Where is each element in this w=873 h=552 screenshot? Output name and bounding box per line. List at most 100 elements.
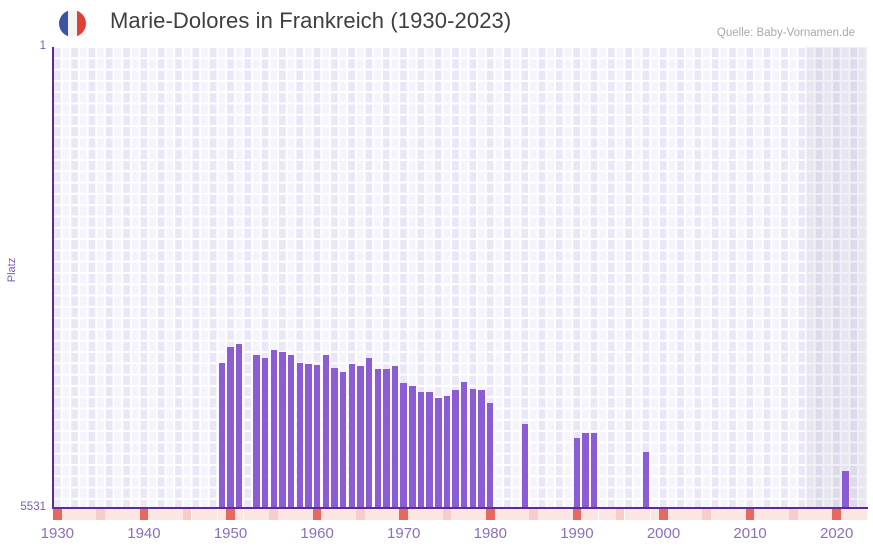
bar-1975[interactable] — [443, 396, 451, 508]
bar-1977[interactable] — [461, 382, 468, 508]
bar-1968[interactable] — [383, 369, 390, 508]
bar-1984[interactable] — [521, 424, 529, 508]
bar-1972[interactable] — [417, 392, 425, 508]
x-axis-tick-1976 — [451, 509, 460, 520]
x-axis-tick-1993 — [598, 509, 608, 520]
x-axis-tick-1986 — [537, 509, 547, 520]
x-axis-tick-1974 — [434, 509, 443, 520]
bar-1960[interactable] — [313, 365, 321, 508]
x-axis-tick-2017 — [806, 509, 815, 520]
x-axis-tick-1947 — [200, 509, 209, 520]
x-axis-label-1950: 1950 — [213, 525, 248, 542]
chart-header: Marie-Dolores in Frankreich (1930-2023) … — [0, 0, 873, 47]
x-axis-tick-1972 — [416, 509, 426, 520]
x-axis-tick-1973 — [425, 509, 434, 520]
x-axis-tick-2006 — [711, 509, 720, 520]
x-axis-tick-1970 — [399, 509, 408, 520]
x-axis-tick-1937 — [113, 509, 123, 520]
x-axis-tick-1936 — [104, 509, 114, 520]
x-axis-tick-1930 — [53, 509, 62, 520]
bar-1956[interactable] — [279, 352, 286, 508]
x-axis-tick-1933 — [78, 509, 88, 520]
x-axis-tick-2007 — [719, 509, 729, 520]
bar-1959[interactable] — [305, 364, 312, 508]
x-axis-label-1970: 1970 — [387, 525, 421, 542]
x-axis-tick-1945 — [182, 509, 192, 520]
x-axis-tick-1984 — [520, 509, 530, 520]
y-axis-tick-bottom: 5531 — [20, 501, 46, 513]
x-axis-tick-1953 — [252, 509, 261, 520]
x-axis-tick-1982 — [503, 509, 512, 520]
x-axis-tick-1995 — [615, 509, 625, 520]
x-axis-tick-2011 — [754, 509, 764, 520]
x-axis-tick-1941 — [148, 509, 157, 520]
bar-1954[interactable] — [261, 358, 269, 508]
bar-1969[interactable] — [391, 366, 399, 508]
x-axis-tick-1957 — [286, 509, 296, 520]
bar-1953[interactable] — [253, 355, 260, 508]
bar-1964[interactable] — [348, 364, 355, 508]
bar-series — [53, 47, 867, 508]
x-axis-tick-2003 — [685, 509, 694, 520]
x-axis-tick-1991 — [581, 509, 590, 520]
x-axis-tick-2008 — [728, 509, 738, 520]
x-axis-tick-1979 — [477, 509, 486, 520]
bar-1991[interactable] — [582, 433, 589, 508]
grid-lines — [53, 47, 867, 508]
bar-1966[interactable] — [365, 358, 373, 508]
bar-1970[interactable] — [400, 383, 407, 508]
x-axis-tick-1960 — [312, 509, 322, 520]
bar-1967[interactable] — [374, 369, 381, 508]
x-axis-tick-1951 — [234, 509, 244, 520]
x-axis-tick-1961 — [321, 509, 331, 520]
x-axis-tick-1983 — [511, 509, 521, 520]
bar-1965[interactable] — [357, 366, 364, 508]
x-axis-tick-2001 — [667, 509, 677, 520]
x-axis-tick-2018 — [815, 509, 824, 520]
x-axis-tick-1997 — [633, 509, 642, 520]
x-axis-label-1990: 1990 — [560, 525, 594, 542]
x-axis-tick-2014 — [780, 509, 789, 520]
bar-1950[interactable] — [227, 347, 234, 508]
x-axis-tick-1980 — [485, 509, 495, 520]
bar-2021[interactable] — [842, 471, 849, 508]
bar-1978[interactable] — [469, 389, 477, 508]
bar-1980[interactable] — [487, 403, 494, 508]
bar-1979[interactable] — [478, 390, 485, 508]
bar-1951[interactable] — [235, 344, 243, 508]
x-axis-tick-1988 — [555, 509, 564, 520]
bar-1955[interactable] — [270, 350, 277, 508]
x-axis-tick-1949 — [217, 509, 227, 520]
bar-1957[interactable] — [287, 355, 295, 508]
x-axis-label-2000: 2000 — [646, 525, 681, 542]
x-axis-tick-1948 — [208, 509, 218, 520]
x-axis-line — [52, 507, 868, 509]
bar-1976[interactable] — [452, 390, 459, 508]
x-axis-tick-2021 — [841, 509, 850, 520]
bar-1949[interactable] — [218, 363, 226, 508]
x-axis-tick-2000 — [659, 509, 668, 520]
x-axis-tick-1996 — [624, 509, 634, 520]
bar-1974[interactable] — [435, 398, 442, 508]
bar-1998[interactable] — [642, 452, 650, 508]
x-axis-tick-1965 — [356, 509, 365, 520]
x-axis-tick-1977 — [460, 509, 469, 520]
x-axis-tick-2009 — [737, 509, 746, 520]
x-axis-tick-1975 — [442, 509, 452, 520]
bar-1992[interactable] — [590, 433, 598, 508]
x-axis-tick-1952 — [243, 509, 253, 520]
y-axis-line — [52, 47, 54, 509]
x-axis-tick-1992 — [589, 509, 599, 520]
x-axis-tick-1978 — [468, 509, 478, 520]
bar-1971[interactable] — [409, 386, 416, 508]
x-axis-tick-1942 — [156, 509, 166, 520]
bar-1990[interactable] — [573, 438, 581, 508]
bar-1961[interactable] — [322, 355, 329, 508]
bar-1973[interactable] — [426, 392, 433, 508]
x-axis-tick-1964 — [347, 509, 357, 520]
bar-1963[interactable] — [339, 372, 347, 508]
x-axis-tick-1962 — [330, 509, 339, 520]
bar-1958[interactable] — [296, 363, 303, 508]
x-axis-tick-1935 — [96, 509, 105, 520]
bar-1962[interactable] — [331, 368, 338, 508]
